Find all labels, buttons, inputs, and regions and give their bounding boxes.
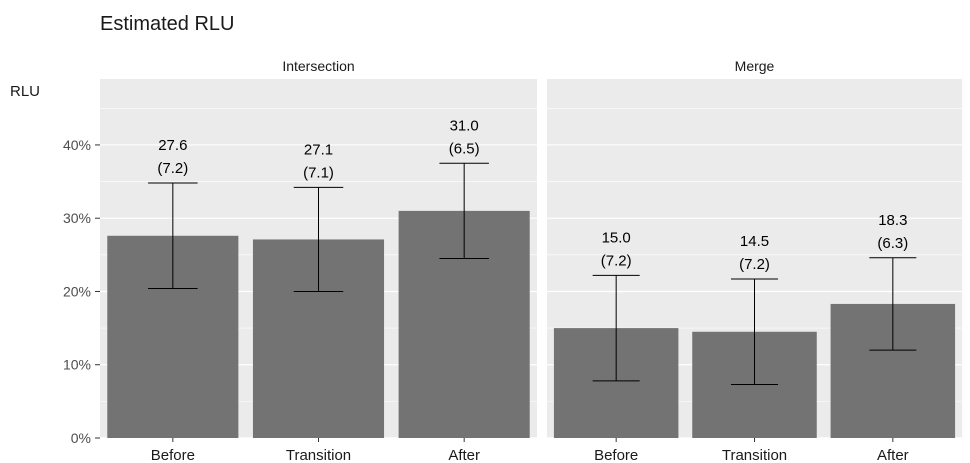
- marks-merge: (7.2) 15.0 Before (7.2) 14.5 Transition (6.3) 1…: [553, 212, 956, 463]
- strip-intersection: [100, 53, 537, 79]
- x-tick-label: Before: [151, 447, 195, 463]
- se-label: (7.2): [157, 160, 188, 177]
- x-tick-label: Before: [594, 447, 638, 463]
- strip-label-intersection: Intersection: [282, 58, 354, 74]
- x-tick-label: Transition: [722, 447, 787, 463]
- x-tick-label: After: [448, 447, 480, 463]
- facet-merge: Merge (7.2) 15.0 Before (7.2) 14.5 Transition…: [547, 53, 962, 463]
- se-label: (6.3): [877, 235, 908, 252]
- se-label: (6.5): [449, 140, 480, 157]
- error-bar: [592, 274, 640, 382]
- facet-intersection: Intersection (7.2) 27.6 Before (7.1) 27.1 Tra…: [100, 53, 537, 463]
- error-bar: [730, 278, 779, 386]
- error-bar: [148, 182, 198, 290]
- y-tick-label: 20%: [63, 283, 91, 299]
- marks-intersection: (7.2) 27.6 Before (7.1) 27.1 Transition (6.5) 3…: [107, 117, 530, 463]
- y-axis-label: RLU: [10, 83, 40, 100]
- se-label: (7.1): [303, 164, 334, 181]
- value-label: 27.6: [158, 137, 187, 154]
- strip-label-merge: Merge: [735, 58, 775, 74]
- strip-merge: [547, 53, 962, 79]
- se-label: (7.2): [739, 256, 770, 273]
- value-label: 15.0: [602, 229, 631, 246]
- chart-title: Estimated RLU: [100, 13, 235, 35]
- se-label: (7.2): [601, 252, 632, 269]
- error-bar: [869, 257, 917, 351]
- error-bar: [439, 162, 489, 259]
- x-tick-label: Transition: [286, 447, 351, 463]
- value-label: 31.0: [450, 117, 479, 134]
- value-label: 18.3: [878, 212, 907, 229]
- y-tick-label: 30%: [63, 210, 91, 226]
- y-tick-label: 10%: [63, 357, 91, 373]
- value-label: 27.1: [304, 141, 333, 158]
- x-tick-label: After: [877, 447, 909, 463]
- value-label: 14.5: [740, 233, 769, 250]
- error-bar: [293, 186, 344, 292]
- y-axis-ticks: 0% 10% 20% 30% 40%: [63, 137, 100, 446]
- y-tick-label: 0%: [71, 430, 91, 446]
- y-tick-label: 40%: [63, 137, 91, 153]
